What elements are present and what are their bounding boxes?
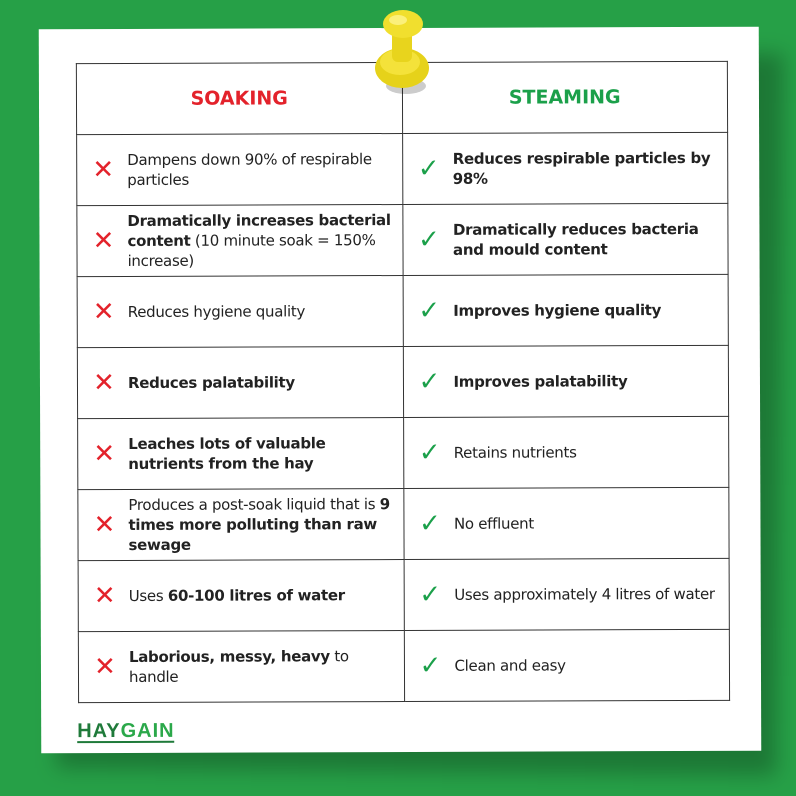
steaming-text: Dramatically reduces bacteria and mould … xyxy=(453,219,720,260)
check-icon: ✓ xyxy=(418,437,441,468)
text-segment: Reduces palatability xyxy=(127,373,295,392)
steaming-cell: ✓ Retains nutrients xyxy=(403,416,729,489)
steaming-cell-content: ✓ Clean and easy xyxy=(404,650,729,681)
cross-icon: ✕ xyxy=(92,154,115,186)
steaming-text: Clean and easy xyxy=(454,655,565,675)
table-row: ✕ Dramatically increases bacterial conten… xyxy=(76,203,729,277)
soaking-cell-content: ✕ Reduces palatability xyxy=(78,367,403,398)
soaking-text: Leaches lots of valuable nutrients from … xyxy=(128,433,395,474)
steaming-cell: ✓ Improves hygiene quality xyxy=(402,274,729,347)
soaking-cell: ✕ Reduces hygiene quality xyxy=(77,275,403,348)
check-icon: ✓ xyxy=(418,366,441,397)
text-segment: Reduces respirable particles by 98% xyxy=(452,148,711,188)
steaming-cell-content: ✓ Reduces respirable particles by 98% xyxy=(403,148,728,189)
pushpin-icon xyxy=(375,10,429,94)
text-segment: Uses approximately 4 litres of water xyxy=(454,584,715,604)
table-row: ✕ Leaches lots of valuable nutrients from… xyxy=(77,416,729,490)
soaking-cell-content: ✕ Produces a post-soak liquid that is 9 t… xyxy=(78,494,403,555)
soaking-text: Produces a post-soak liquid that is 9 ti… xyxy=(128,494,395,555)
steaming-cell-content: ✓ Retains nutrients xyxy=(404,437,729,468)
steaming-text: No effluent xyxy=(454,514,534,534)
steaming-cell: ✓ Clean and easy xyxy=(403,629,730,702)
table-row: ✕ Reduces palatability ✓ Improves palatabil… xyxy=(77,345,729,419)
table-row: ✕ Uses 60-100 litres of water ✓ Uses approx… xyxy=(78,558,730,632)
soaking-text: Dampens down 90% of respirable particles xyxy=(127,149,394,190)
table-row: ✕ Produces a post-soak liquid that is 9 t… xyxy=(77,487,730,561)
check-icon: ✓ xyxy=(418,295,441,326)
steaming-cell: ✓ Reduces respirable particles by 98% xyxy=(402,132,728,205)
soaking-cell: ✕ Dampens down 90% of respirable particle… xyxy=(76,133,403,206)
cross-icon: ✕ xyxy=(93,367,115,399)
steaming-text: Reduces respirable particles by 98% xyxy=(453,148,720,189)
soaking-text: Uses 60-100 litres of water xyxy=(129,585,345,606)
check-icon: ✓ xyxy=(419,508,441,539)
text-segment: Clean and easy xyxy=(454,656,566,675)
steaming-text: Improves palatability xyxy=(453,371,627,392)
soaking-cell-content: ✕ Dramatically increases bacterial conten… xyxy=(77,210,402,271)
text-segment: Improves hygiene quality xyxy=(453,301,662,320)
table-row: ✕ Reduces hygiene quality ✓ Improves hygien… xyxy=(77,274,729,348)
soaking-text: Dramatically increases bacterial content… xyxy=(127,210,394,271)
soaking-cell-content: ✕ Dampens down 90% of respirable particle… xyxy=(77,149,402,190)
check-icon: ✓ xyxy=(417,153,440,184)
check-icon: ✓ xyxy=(418,224,440,255)
steaming-cell-content: ✓ Improves hygiene quality xyxy=(403,295,728,326)
soaking-text: Reduces palatability xyxy=(128,372,295,393)
logo-part-hay: HAY xyxy=(77,719,121,743)
soaking-cell-content: ✕ Reduces hygiene quality xyxy=(78,296,403,327)
steaming-cell: ✓ Dramatically reduces bacteria and mould… xyxy=(402,203,729,276)
comparison-table: SOAKING STEAMING ✕ Dampens down 90% of re… xyxy=(75,60,731,704)
soaking-cell: ✕ Dramatically increases bacterial conten… xyxy=(76,204,403,277)
soaking-cell: ✕ Uses 60-100 litres of water xyxy=(78,559,404,632)
steaming-cell-content: ✓ Dramatically reduces bacteria and mould… xyxy=(403,219,728,260)
cross-icon: ✕ xyxy=(93,509,116,541)
soaking-cell-content: ✕ Uses 60-100 litres of water xyxy=(79,580,404,611)
steaming-cell-content: ✓ Improves palatability xyxy=(403,366,728,397)
cross-icon: ✕ xyxy=(93,580,116,612)
soaking-text: Reduces hygiene quality xyxy=(128,301,305,322)
cross-icon: ✕ xyxy=(92,225,115,257)
steaming-header: STEAMING xyxy=(401,61,728,134)
text-segment: Dampens down 90% of respirable particles xyxy=(127,150,372,189)
text-segment: No effluent xyxy=(453,514,534,533)
steaming-cell-content: ✓ Uses approximately 4 litres of water xyxy=(404,579,729,610)
table-row: ✕ Laborious, messy, heavy to handle ✓ Clean… xyxy=(78,629,730,703)
soaking-header: SOAKING xyxy=(76,62,403,135)
cross-icon: ✕ xyxy=(92,296,115,328)
text-segment: Dramatically reduces bacteria and mould … xyxy=(452,219,699,259)
steaming-text: Retains nutrients xyxy=(454,442,577,462)
steaming-cell: ✓ Uses approximately 4 litres of water xyxy=(403,558,730,631)
text-segment: Laborious, messy, heavy xyxy=(128,647,330,666)
text-segment: 60-100 litres of water xyxy=(167,586,345,605)
soaking-cell: ✕ Laborious, messy, heavy to handle xyxy=(78,630,405,703)
check-icon: ✓ xyxy=(419,579,442,610)
soaking-cell: ✕ Reduces palatability xyxy=(77,346,404,419)
soaking-cell-content: ✕ Leaches lots of valuable nutrients from… xyxy=(78,433,403,474)
logo-part-gain: GAIN xyxy=(120,719,175,742)
text-segment: Leaches lots of valuable nutrients from … xyxy=(128,434,326,473)
steaming-cell: ✓ No effluent xyxy=(403,487,730,560)
haygain-logo: HAYGAIN xyxy=(77,719,175,744)
text-segment: Retains nutrients xyxy=(453,443,577,462)
cross-icon: ✕ xyxy=(94,651,116,683)
text-segment: Uses xyxy=(128,586,168,605)
soaking-cell: ✕ Produces a post-soak liquid that is 9 t… xyxy=(77,488,404,561)
steaming-text: Uses approximately 4 litres of water xyxy=(454,584,715,605)
table-row: ✕ Dampens down 90% of respirable particle… xyxy=(76,132,728,206)
note-paper: SOAKING STEAMING ✕ Dampens down 90% of re… xyxy=(38,26,762,754)
steaming-cell-content: ✓ No effluent xyxy=(404,508,729,539)
soaking-text: Laborious, messy, heavy to handle xyxy=(129,646,396,687)
text-segment: Improves palatability xyxy=(453,372,628,391)
cross-icon: ✕ xyxy=(93,438,116,470)
soaking-cell-content: ✕ Laborious, messy, heavy to handle xyxy=(79,646,404,687)
text-segment: Reduces hygiene quality xyxy=(127,302,306,321)
steaming-text: Improves hygiene quality xyxy=(453,300,661,321)
steaming-cell: ✓ Improves palatability xyxy=(402,345,729,418)
check-icon: ✓ xyxy=(419,650,442,681)
text-segment: Produces a post-soak liquid that is xyxy=(128,495,380,514)
soaking-cell: ✕ Leaches lots of valuable nutrients from… xyxy=(77,417,404,490)
